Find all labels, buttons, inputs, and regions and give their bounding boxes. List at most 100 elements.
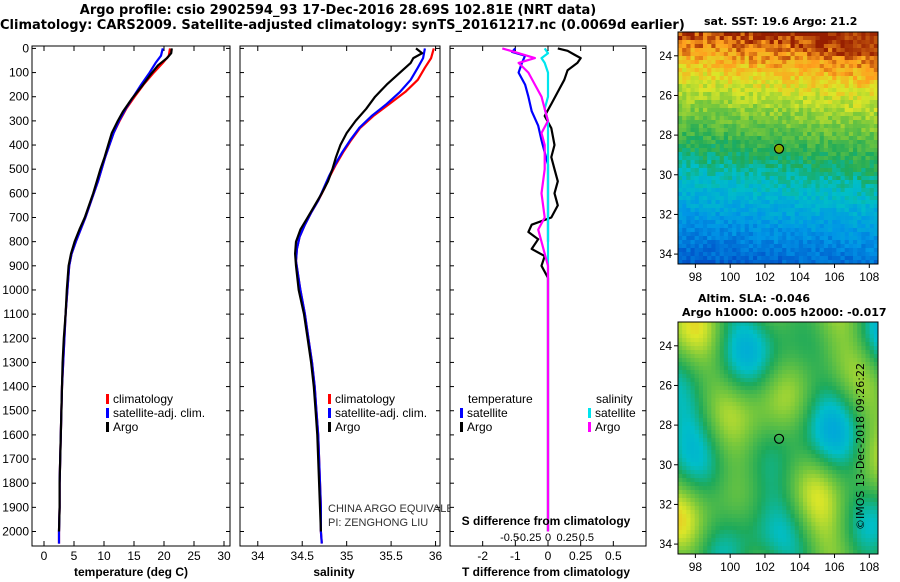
depth-tick-label: 1300: [2, 355, 29, 369]
legend-title-temperature: temperature: [468, 392, 533, 406]
lon-tick-label: 98: [689, 560, 703, 574]
s-difference-tick-label: 0.25: [556, 532, 577, 544]
x-tick-label: 15: [127, 549, 141, 563]
lon-tick-label: 98: [689, 270, 703, 284]
lon-tick-label: 102: [755, 560, 775, 574]
lat-tick-label: -34: [660, 247, 672, 261]
legend-label-climatology: climatology: [113, 392, 173, 406]
legend-swatch-argo: [106, 422, 109, 432]
temperature-panel: 0100200300400500600700800900100011001200…: [2, 41, 231, 579]
legend-swatch-temp-argo: [460, 422, 463, 432]
legend-swatch-sal-argo: [588, 422, 591, 432]
lat-tick-label: -28: [660, 418, 672, 432]
legend-swatch-argo: [328, 422, 331, 432]
lon-tick-label: 108: [859, 560, 879, 574]
legend-swatch-climatology: [328, 394, 331, 404]
imos-timestamp: ©IMOS 13-Dec-2018 09:26:22: [854, 363, 867, 530]
depth-tick-label: 1800: [2, 476, 29, 490]
float-annotation-line1: CHINA ARGO EQUIVALENT: [328, 503, 469, 515]
depth-tick-label: 1200: [2, 331, 29, 345]
lon-tick-label: 100: [720, 560, 740, 574]
lon-tick-label: 106: [825, 270, 845, 284]
s-difference-xlabel: S difference from climatology: [462, 514, 631, 528]
sst-map-title: sat. SST: 19.6 Argo: 21.2: [704, 15, 857, 28]
sla-map-subtitle: Argo h1000: 0.005 h2000: -0.017: [682, 306, 887, 319]
lat-tick-label: -24: [660, 339, 672, 353]
legend-swatch-satellite: [328, 408, 331, 418]
x-tick-label: 36: [429, 549, 443, 563]
x-tick-label: 30: [217, 549, 231, 563]
lat-tick-label: -32: [660, 207, 672, 221]
depth-tick-label: 1100: [3, 307, 29, 321]
legend-label-satellite: satellite-adj. clim.: [113, 406, 205, 420]
depth-tick-label: 800: [9, 235, 29, 249]
salinity-axes-frame: [240, 46, 440, 546]
legend-label-sal-satellite: satellite: [595, 406, 636, 420]
s-difference-tick-label: -0.25: [516, 532, 541, 544]
legend-label-climatology: climatology: [335, 392, 395, 406]
lat-tick-label: -24: [660, 49, 672, 63]
lon-tick-label: 106: [825, 560, 845, 574]
float-annotation-line2: PI: ZENGHONG LIU: [328, 517, 428, 529]
x-tick-label: 0.25: [569, 549, 593, 563]
x-tick-label: 20: [157, 549, 171, 563]
depth-tick-label: 2000: [2, 525, 29, 539]
depth-tick-label: 1900: [2, 500, 29, 514]
depth-tick-label: 700: [9, 210, 29, 224]
x-tick-label: 34.5: [291, 549, 315, 563]
x-tick-label: 25: [187, 549, 201, 563]
salinity-panel: 34 34.5 35 35.5 36 climatology satellite-adj…: [240, 46, 469, 579]
legend-swatch-temp-satellite: [460, 408, 463, 418]
lat-tick-label: -28: [660, 128, 672, 142]
t-difference-xlabel: T difference from climatology: [462, 565, 630, 579]
lon-tick-label: 104: [790, 270, 810, 284]
salinity-xlabel: salinity: [313, 565, 355, 579]
legend-label-temp-argo: Argo: [467, 420, 493, 434]
x-tick-label: 0: [545, 549, 552, 563]
sla-map-title: Altim. SLA: -0.046: [698, 292, 810, 305]
temperature-xlabel: temperature (deg C): [74, 565, 188, 579]
depth-tick-label: 1700: [2, 452, 29, 466]
depth-tick-label: 200: [9, 90, 29, 104]
x-tick-label: 0: [41, 549, 48, 563]
depth-tick-label: 0: [22, 41, 29, 55]
temperature-axes-frame: [32, 46, 230, 546]
depth-tick-label: 1400: [2, 380, 29, 394]
x-tick-label: 34: [251, 549, 265, 563]
legend-swatch-sal-satellite: [588, 408, 591, 418]
s-difference-tick-label: 0: [545, 532, 551, 544]
depth-tick-label: 500: [9, 162, 29, 176]
sla-heatmap-cells: [678, 322, 878, 554]
depth-tick-label: 600: [9, 186, 29, 200]
s-difference-tick-label: 0.5: [579, 532, 594, 544]
depth-tick-label: 1600: [2, 428, 29, 442]
x-tick-label: 0.5: [605, 549, 622, 563]
profile-plots: 0100200300400500600700800900100011001200…: [0, 0, 676, 580]
legend-label-satellite: satellite-adj. clim.: [335, 406, 427, 420]
depth-tick-label: 300: [9, 114, 29, 128]
lat-tick-label: -26: [660, 378, 672, 392]
legend-label-sal-argo: Argo: [595, 420, 621, 434]
depth-tick-labels: 0100200300400500600700800900100011001200…: [2, 41, 29, 538]
lon-tick-label: 108: [859, 270, 879, 284]
x-tick-label: 35.5: [379, 549, 403, 563]
x-tick-label: 35: [340, 549, 354, 563]
lon-tick-label: 102: [755, 270, 775, 284]
legend-label-argo: Argo: [335, 420, 361, 434]
legend-swatch-satellite: [106, 408, 109, 418]
depth-tick-label: 400: [9, 138, 29, 152]
x-tick-label: -2: [477, 549, 488, 563]
depth-tick-label: 1500: [2, 404, 29, 418]
lat-tick-label: -32: [660, 497, 672, 511]
lat-tick-label: -26: [660, 88, 672, 102]
legend-label-argo: Argo: [113, 420, 139, 434]
legend-title-salinity: salinity: [596, 392, 633, 406]
depth-tick-label: 100: [9, 66, 29, 80]
x-tick-label: -1: [510, 549, 521, 563]
lat-tick-label: -30: [660, 458, 672, 472]
x-tick-label: 5: [71, 549, 78, 563]
lon-tick-label: 100: [720, 270, 740, 284]
